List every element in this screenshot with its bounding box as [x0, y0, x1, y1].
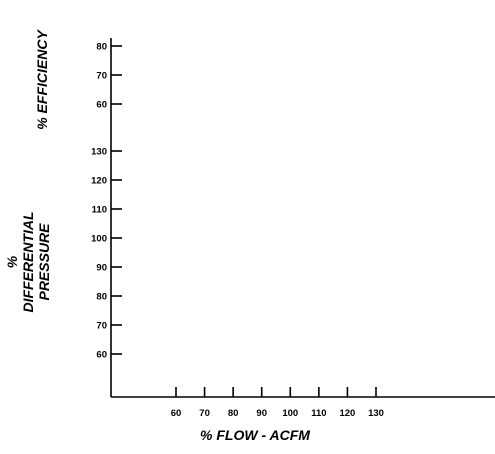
- pressure-tick-label-120: 120: [91, 176, 107, 187]
- pressure-tick-label-100: 100: [91, 234, 107, 245]
- efficiency-axis-title: % EFFICIENCY: [34, 29, 50, 130]
- efficiency-tick-label-70: 70: [96, 71, 107, 82]
- pressure-tick-label-80: 80: [96, 292, 107, 303]
- x-tick-label-70: 70: [199, 408, 210, 419]
- pressure-tick-label-110: 110: [92, 205, 107, 216]
- efficiency-tick-label-80: 80: [96, 42, 107, 53]
- pressure-axis-title-line-2: DIFFERENTIAL: [20, 211, 36, 312]
- x-tick-label-110: 110: [311, 408, 326, 419]
- pressure-tick-label-90: 90: [96, 263, 107, 274]
- pressure-tick-label-60: 60: [96, 350, 107, 361]
- pressure-axis-title-line-3: PRESSURE: [36, 223, 52, 301]
- x-tick-label-130: 130: [368, 408, 384, 419]
- x-tick-label-90: 90: [256, 408, 267, 419]
- pressure-tick-label-130: 130: [91, 147, 107, 158]
- x-axis-title: % FLOW - ACFM: [200, 427, 310, 443]
- x-tick-label-60: 60: [171, 408, 182, 419]
- x-tick-label-120: 120: [339, 408, 355, 419]
- x-tick-label-100: 100: [282, 408, 298, 419]
- tick-group: 80 70 60 130 120 110 100 90 80 70 60 60 70 80 90 100 110…: [91, 42, 384, 420]
- x-tick-label-80: 80: [228, 408, 239, 419]
- pressure-tick-label-70: 70: [96, 321, 107, 332]
- pressure-axis-title: % DIFFERENTIAL PRESSURE: [4, 211, 52, 312]
- pressure-axis-title-line-1: %: [4, 255, 20, 268]
- efficiency-tick-label-60: 60: [96, 100, 107, 111]
